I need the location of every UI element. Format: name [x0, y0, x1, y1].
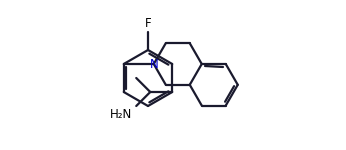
Text: N: N	[149, 57, 158, 70]
Text: H₂N: H₂N	[110, 108, 132, 121]
Text: F: F	[145, 17, 151, 30]
